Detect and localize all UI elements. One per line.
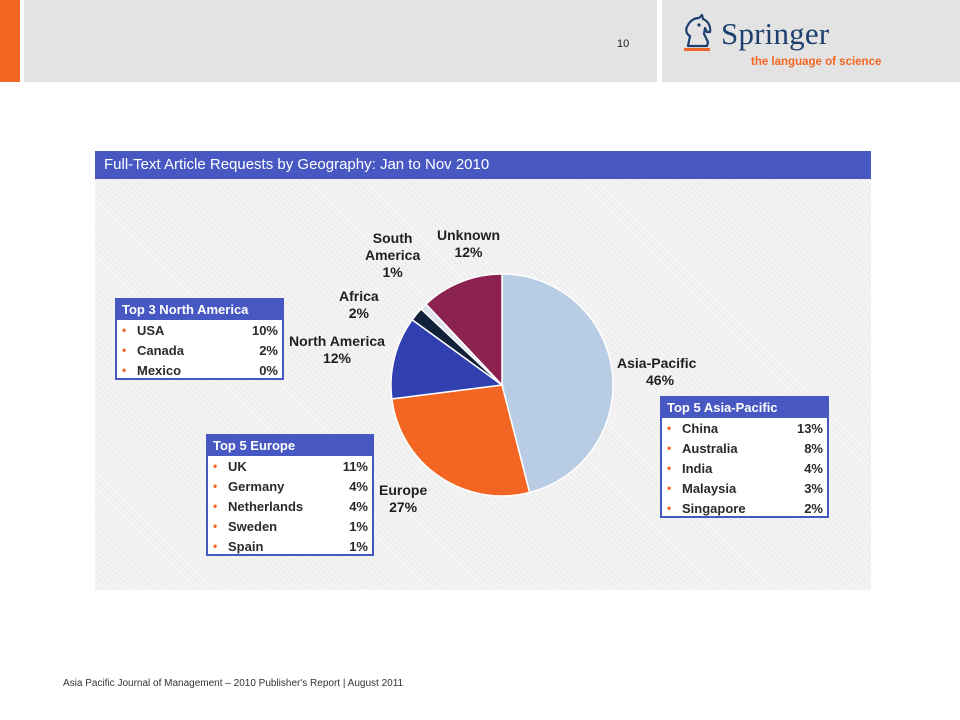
bullet-icon: • <box>213 519 218 533</box>
bullet-icon: • <box>122 343 127 357</box>
country-percent: 11% <box>342 458 368 474</box>
label-north-america-percent: 12% <box>322 350 351 366</box>
country-name: Canada <box>137 342 184 358</box>
country-name: Singapore <box>682 500 746 516</box>
logo-band <box>662 0 960 82</box>
chart-title: Full-Text Article Requests by Geography:… <box>95 151 871 179</box>
list-item: • USA 10% <box>117 320 282 340</box>
logo-wordmark: Springer <box>721 16 830 51</box>
bullet-icon: • <box>213 499 218 513</box>
footer-text: Asia Pacific Journal of Management – 201… <box>63 678 404 689</box>
list-item: • Australia 8% <box>662 438 827 458</box>
label-unknown: Unknown 12% <box>437 227 500 261</box>
label-asia-pacific: Asia-Pacific 46% <box>617 355 696 389</box>
top3-north-america-box: Top 3 North America • USA 10% • Canada 2% • M… <box>115 298 284 380</box>
bullet-icon: • <box>213 459 218 473</box>
country-percent: 2% <box>804 500 823 516</box>
label-south-america-percent: 1% <box>382 264 403 280</box>
list-item: • India 4% <box>662 458 827 478</box>
list-item: • Netherlands 4% <box>208 496 372 516</box>
list-item: • Sweden 1% <box>208 516 372 536</box>
country-percent: 0% <box>259 362 278 378</box>
label-north-america-name: North America <box>289 333 385 349</box>
logo-tagline: the language of science <box>751 56 882 68</box>
label-europe: Europe 27% <box>379 482 427 516</box>
country-name: Malaysia <box>682 480 737 496</box>
country-name: Sweden <box>228 518 278 534</box>
top5-europe-title: Top 5 Europe <box>208 436 372 456</box>
pie-slice-unknown <box>424 273 503 387</box>
country-name: Mexico <box>137 362 182 378</box>
country-percent: 2% <box>259 342 278 358</box>
country-name: UK <box>228 458 247 474</box>
bullet-icon: • <box>667 481 672 495</box>
label-south-america: South America 1% <box>365 230 420 281</box>
bullet-icon: • <box>667 501 672 515</box>
country-name: Spain <box>228 538 264 554</box>
country-percent: 8% <box>804 440 823 456</box>
page-number: 10 <box>617 38 630 50</box>
label-europe-name: Europe <box>379 482 428 498</box>
bullet-icon: • <box>213 479 218 493</box>
label-asia-pacific-percent: 46% <box>646 372 675 388</box>
list-item: • Spain 1% <box>208 536 372 556</box>
list-item: • China 13% <box>662 418 827 438</box>
label-south-america-line2: America <box>365 247 421 263</box>
label-unknown-percent: 12% <box>454 244 483 260</box>
label-europe-percent: 27% <box>389 499 418 515</box>
country-percent: 4% <box>349 498 368 514</box>
country-name: India <box>682 460 713 476</box>
pie-chart <box>390 273 614 497</box>
country-percent: 13% <box>796 420 823 436</box>
list-item: • Mexico 0% <box>117 360 282 380</box>
label-asia-pacific-name: Asia-Pacific <box>617 355 697 371</box>
bullet-icon: • <box>667 461 672 475</box>
list-item: • Singapore 2% <box>662 498 827 518</box>
list-item: • UK 11% <box>208 456 372 476</box>
top5-asia-pacific-box: Top 5 Asia-Pacific • China 13% • Australia 8… <box>660 396 829 518</box>
country-percent: 4% <box>349 478 368 494</box>
country-percent: 3% <box>804 480 823 496</box>
top5-asia-pacific-title: Top 5 Asia-Pacific <box>662 398 827 418</box>
label-unknown-name: Unknown <box>437 227 500 243</box>
bullet-icon: • <box>122 363 127 377</box>
country-name: Australia <box>682 440 738 456</box>
label-africa: Africa 2% <box>339 288 379 322</box>
list-item: • Canada 2% <box>117 340 282 360</box>
pie-slice-europe <box>391 384 531 497</box>
country-name: USA <box>137 322 165 338</box>
label-africa-percent: 2% <box>348 305 369 321</box>
country-percent: 1% <box>349 518 368 534</box>
accent-bar <box>0 0 20 82</box>
country-name: Germany <box>228 478 285 494</box>
pie-slice-north-america <box>390 318 504 400</box>
country-name: China <box>682 420 719 436</box>
springer-chess-knight-icon <box>684 14 712 51</box>
label-south-america-line1: South <box>372 230 413 246</box>
country-percent: 10% <box>251 322 278 338</box>
list-item: • Germany 4% <box>208 476 372 496</box>
bullet-icon: • <box>667 421 672 435</box>
bullet-icon: • <box>213 539 218 553</box>
pie-slice-asia-pacific <box>501 273 614 494</box>
top5-europe-box: Top 5 Europe • UK 11% • Germany 4% • Netherla… <box>206 434 374 556</box>
country-percent: 4% <box>804 460 823 476</box>
label-north-america: North America 12% <box>289 333 385 367</box>
country-percent: 1% <box>349 538 368 554</box>
label-africa-name: Africa <box>339 288 379 304</box>
bullet-icon: • <box>667 441 672 455</box>
top3-north-america-title: Top 3 North America <box>117 300 282 320</box>
chart-panel: Full-Text Article Requests by Geography:… <box>95 151 871 590</box>
header-band <box>24 0 657 82</box>
country-name: Netherlands <box>228 498 304 514</box>
bullet-icon: • <box>122 323 127 337</box>
list-item: • Malaysia 3% <box>662 478 827 498</box>
